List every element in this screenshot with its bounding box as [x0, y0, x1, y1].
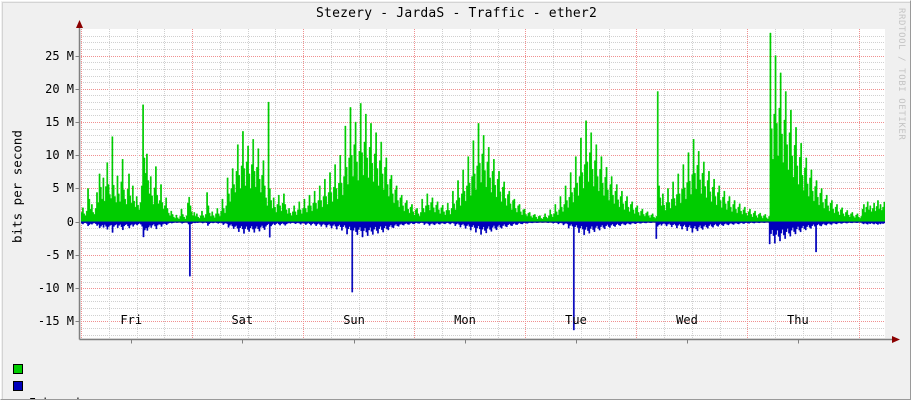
y-tick-label: 20 M — [45, 81, 74, 96]
y-tick-label: 25 M — [45, 48, 74, 63]
y-tick-label: -5 M — [45, 247, 74, 262]
legend-label-inbound: Inbound — [29, 395, 80, 399]
x-tick-label: Sun — [343, 313, 365, 327]
y-tick-label: 5 M — [52, 181, 74, 196]
outbound-color-swatch — [13, 381, 23, 391]
y-tick-label: 15 M — [45, 115, 74, 130]
page-title: Stezery - JardaS - Traffic - ether2 — [316, 6, 597, 21]
plot-area — [81, 29, 885, 338]
traffic-series-plot — [81, 32, 885, 331]
y-tick-label: 10 M — [45, 148, 74, 163]
x-tick-label: Wed — [676, 313, 698, 327]
series-outbound — [81, 221, 885, 331]
legend-row: Inbound Current: 2.97 M Average: 4.71 M … — [13, 361, 903, 399]
y-tick-label: -10 M — [37, 281, 74, 296]
rrdtool-watermark: RRDTOOL / TOBI OETIKER — [896, 8, 906, 141]
legend-row: Outbound Current: 202.99 k Average: 608.… — [13, 378, 903, 395]
y-tick-label: -15 M — [37, 314, 74, 329]
x-tick-label: Thu — [787, 313, 809, 327]
series-inbound — [81, 32, 885, 222]
legend: Inbound Current: 2.97 M Average: 4.71 M … — [13, 361, 903, 399]
x-tick-label: Tue — [565, 313, 587, 327]
x-tick-label: Fri — [120, 313, 143, 327]
y-tick-label: 0 — [66, 214, 74, 229]
inbound-color-swatch — [13, 364, 23, 374]
x-tick-label: Sat — [231, 313, 254, 327]
x-tick-label: Mon — [454, 313, 476, 327]
